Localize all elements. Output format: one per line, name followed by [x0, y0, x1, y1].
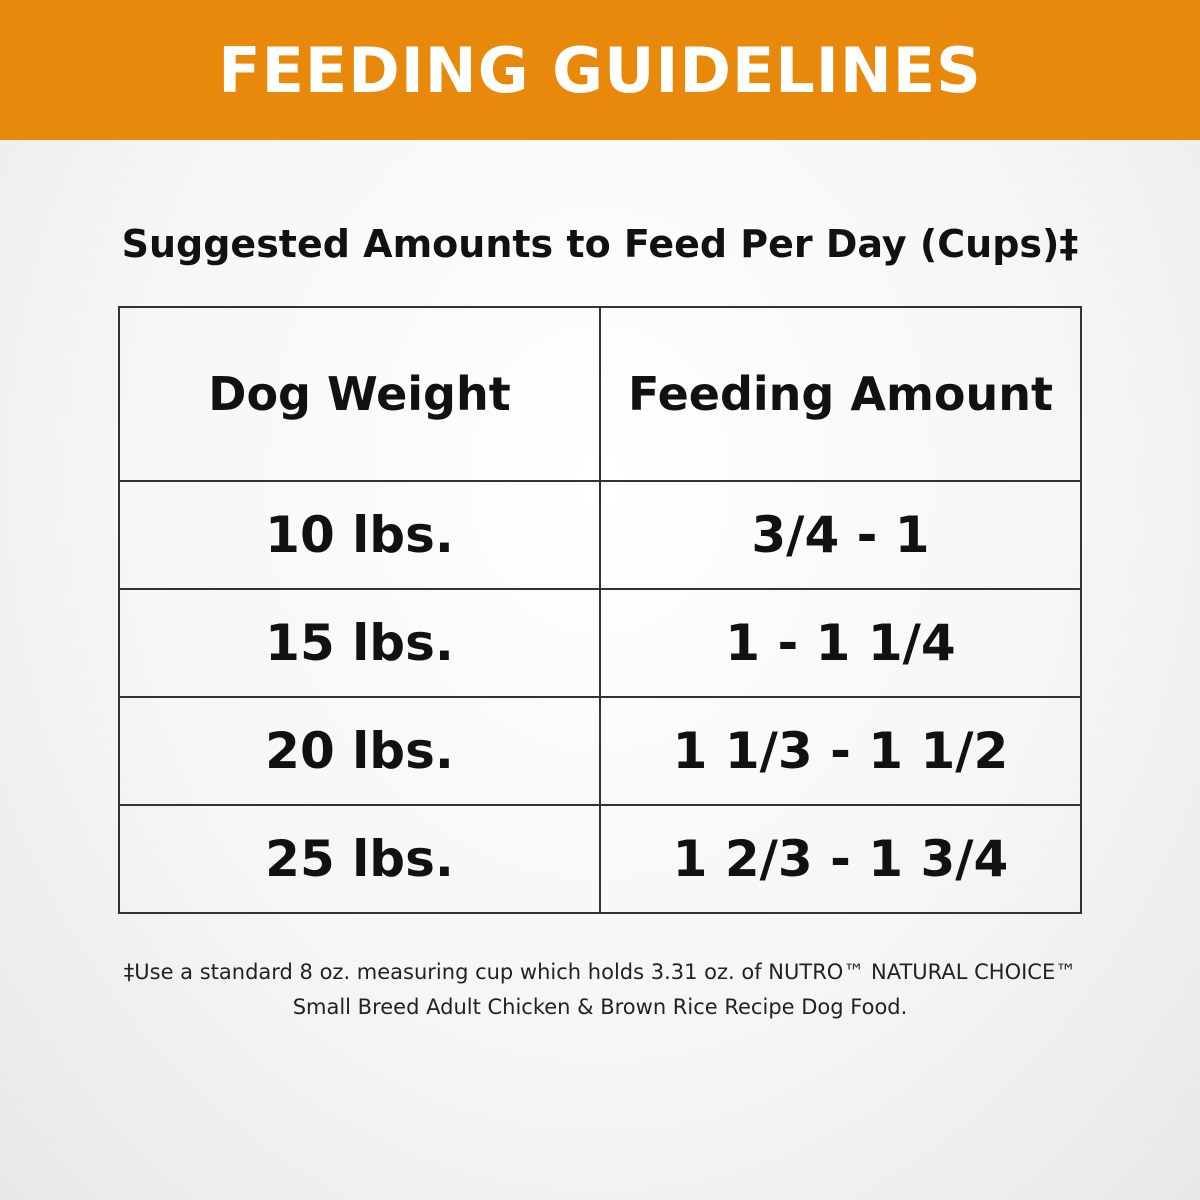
table-header-row: Dog Weight Feeding Amount	[118, 306, 1082, 482]
amount-cell: 3/4 - 1	[599, 480, 1082, 590]
amount-cell: 1 1/3 - 1 1/2	[599, 696, 1082, 806]
footnote-line: Small Breed Adult Chicken & Brown Rice R…	[292, 995, 908, 1019]
weight-cell: 20 lbs.	[118, 696, 601, 806]
subtitle: Suggested Amounts to Feed Per Day (Cups)…	[121, 222, 1079, 266]
footnote-line: ‡Use a standard 8 oz. measuring cup whic…	[123, 960, 1077, 984]
table-row: 20 lbs. 1 1/3 - 1 1/2	[118, 696, 1082, 806]
footnote: ‡Use a standard 8 oz. measuring cup whic…	[0, 955, 1200, 1025]
title-banner: FEEDING GUIDELINES	[0, 0, 1200, 140]
amount-cell: 1 2/3 - 1 3/4	[599, 804, 1082, 914]
feeding-table: Dog Weight Feeding Amount 10 lbs. 3/4 - 1…	[118, 306, 1082, 914]
header-feeding-amount: Feeding Amount	[599, 306, 1082, 482]
table-row: 25 lbs. 1 2/3 - 1 3/4	[118, 804, 1082, 914]
weight-cell: 15 lbs.	[118, 588, 601, 698]
table-row: 10 lbs. 3/4 - 1	[118, 480, 1082, 590]
amount-cell: 1 - 1 1/4	[599, 588, 1082, 698]
weight-cell: 10 lbs.	[118, 480, 601, 590]
header-dog-weight: Dog Weight	[118, 306, 601, 482]
page-title: FEEDING GUIDELINES	[218, 33, 982, 107]
weight-cell: 25 lbs.	[118, 804, 601, 914]
table-row: 15 lbs. 1 - 1 1/4	[118, 588, 1082, 698]
